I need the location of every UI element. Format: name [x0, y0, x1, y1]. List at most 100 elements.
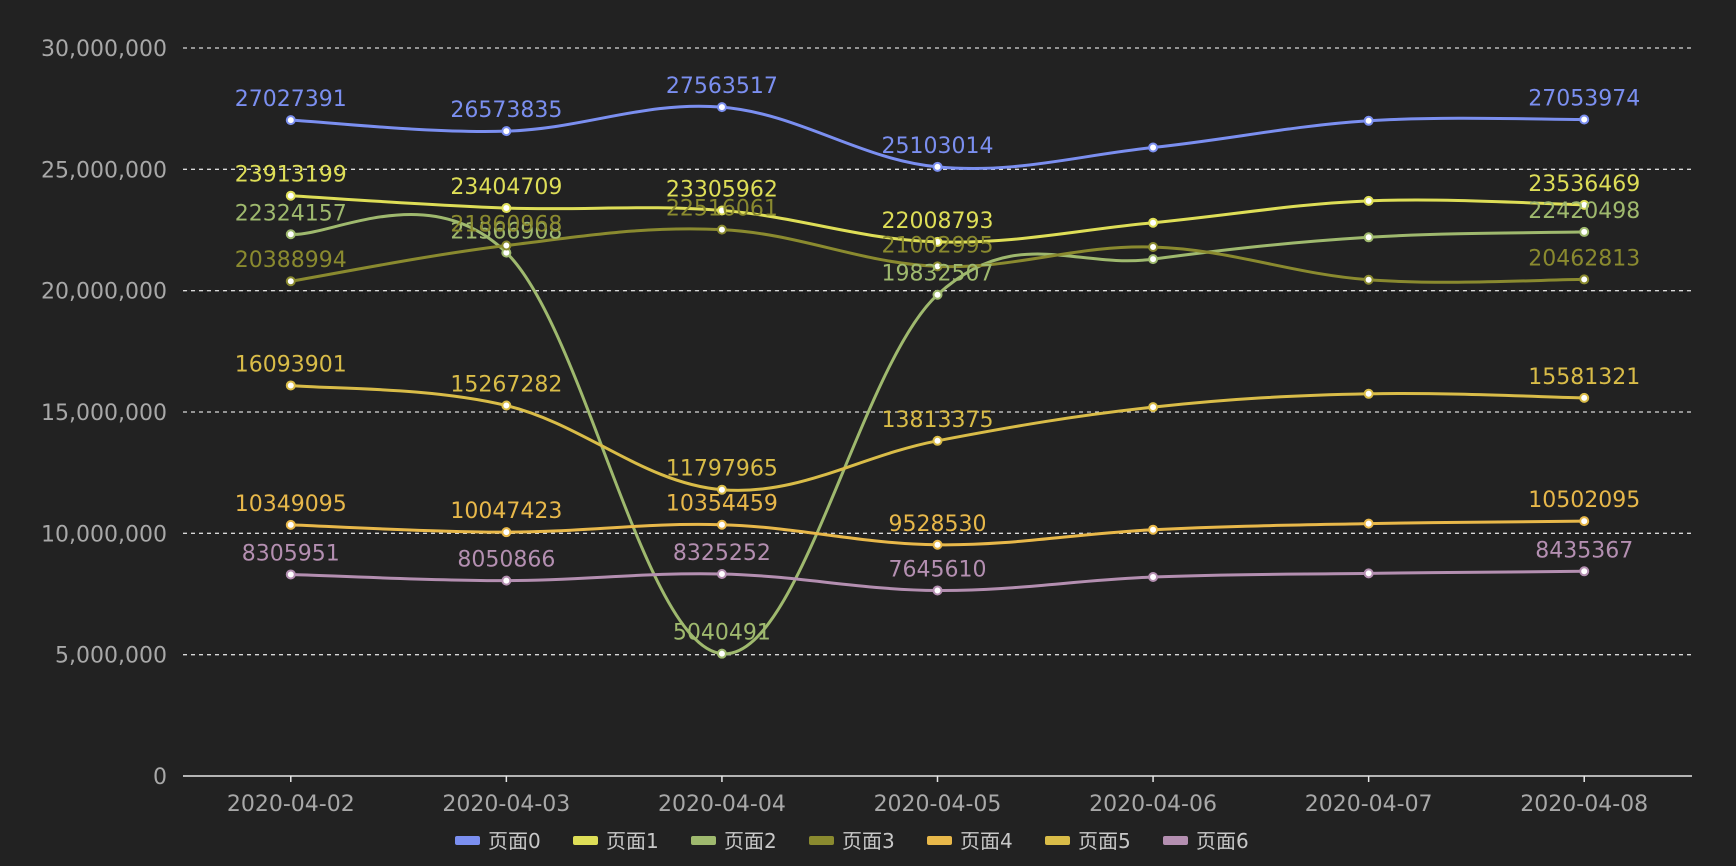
- data-label: 8435367: [1535, 538, 1633, 563]
- data-label: 10349095: [235, 492, 347, 517]
- data-label: 21860968: [450, 213, 562, 238]
- data-point: [1363, 274, 1374, 285]
- data-point: [1363, 568, 1374, 579]
- y-tick-label: 10,000,000: [41, 522, 167, 547]
- data-point: [716, 102, 727, 113]
- y-tick-label: 0: [153, 765, 167, 790]
- data-label: 15267282: [450, 373, 562, 398]
- data-point: [501, 126, 512, 137]
- data-label: 9528530: [889, 512, 987, 537]
- legend-swatch: [455, 836, 480, 845]
- data-point: [932, 585, 943, 596]
- legend-swatch: [1045, 836, 1070, 845]
- data-point: [1148, 241, 1159, 252]
- data-point: [1579, 226, 1590, 237]
- points-layer: [285, 102, 1590, 659]
- data-point: [932, 161, 943, 172]
- legend-label: 页面2: [724, 829, 777, 853]
- data-point: [285, 276, 296, 287]
- data-label: 23536469: [1528, 172, 1640, 197]
- data-point: [716, 519, 727, 530]
- data-point: [285, 190, 296, 201]
- data-label: 22420498: [1528, 199, 1640, 224]
- data-point: [716, 205, 727, 216]
- data-label: 19832507: [882, 262, 994, 287]
- data-point: [1148, 402, 1159, 413]
- x-tick-label: 2020-04-02: [227, 792, 355, 817]
- data-point: [501, 527, 512, 538]
- data-label: 23305962: [666, 177, 778, 202]
- data-label: 22324157: [235, 201, 347, 226]
- data-point: [1148, 572, 1159, 583]
- data-label: 20388994: [235, 248, 347, 273]
- data-point: [1148, 524, 1159, 535]
- data-point: [1579, 516, 1590, 527]
- data-label: 16093901: [235, 352, 347, 377]
- legend-item: 页面5: [1045, 829, 1131, 853]
- data-label: 10047423: [450, 499, 562, 524]
- data-point: [716, 568, 727, 579]
- data-point: [1579, 566, 1590, 577]
- data-label: 8325252: [673, 541, 771, 566]
- data-label: 22516061: [666, 197, 778, 222]
- data-point: [932, 236, 943, 247]
- legend-label: 页面3: [842, 829, 895, 853]
- data-point: [1148, 254, 1159, 265]
- data-point: [1579, 392, 1590, 403]
- x-tick-label: 2020-04-07: [1305, 792, 1433, 817]
- legend-label: 页面1: [606, 829, 659, 853]
- legend-item: 页面2: [691, 829, 777, 853]
- legend-label: 页面0: [488, 829, 541, 853]
- data-point: [285, 229, 296, 240]
- data-label: 10502095: [1528, 488, 1640, 513]
- data-point: [285, 115, 296, 126]
- y-tick-label: 25,000,000: [41, 158, 167, 183]
- data-point: [1579, 114, 1590, 125]
- data-point: [932, 435, 943, 446]
- legend: 页面0 页面1 页面2 页面3 页面4 页面5 页面6: [455, 829, 1249, 853]
- data-label: 27563517: [666, 74, 778, 99]
- data-label: 10354459: [666, 492, 778, 517]
- legend-item: 页面6: [1163, 829, 1249, 853]
- data-label: 5040491: [673, 621, 771, 646]
- data-labels-layer: 27027391 26573835 27563517 25103014 27053974…: [235, 74, 1640, 646]
- data-point: [932, 539, 943, 550]
- data-label: 27053974: [1528, 86, 1640, 111]
- data-point: [1363, 195, 1374, 206]
- legend-item: 页面4: [927, 829, 1013, 853]
- legend-swatch: [573, 836, 598, 845]
- data-label: 11797965: [666, 457, 778, 482]
- legend-swatch: [927, 836, 952, 845]
- data-point: [932, 289, 943, 300]
- data-point: [1579, 199, 1590, 210]
- x-tick-label: 2020-04-04: [658, 792, 786, 817]
- data-point: [716, 484, 727, 495]
- data-label: 23913199: [235, 163, 347, 188]
- legend-item: 页面3: [809, 829, 895, 853]
- data-point: [285, 519, 296, 530]
- x-tick-label: 2020-04-06: [1089, 792, 1217, 817]
- series-line-2: [290, 213, 1585, 656]
- y-tick-label: 20,000,000: [41, 280, 167, 305]
- data-label: 22008793: [882, 209, 994, 234]
- data-label: 15581321: [1528, 365, 1640, 390]
- data-label: 27027391: [235, 87, 347, 112]
- y-tick-label: 30,000,000: [41, 37, 167, 62]
- legend-label: 页面6: [1196, 829, 1249, 853]
- legend-swatch: [691, 836, 716, 845]
- legend-label: 页面5: [1078, 829, 1131, 853]
- data-point: [1363, 388, 1374, 399]
- data-point: [1363, 232, 1374, 243]
- data-point: [932, 261, 943, 272]
- data-point: [285, 569, 296, 580]
- data-label: 21002995: [882, 233, 994, 258]
- y-tick-label: 15,000,000: [41, 401, 167, 426]
- data-label: 8050866: [457, 548, 555, 573]
- data-point: [1579, 274, 1590, 285]
- data-point: [716, 648, 727, 659]
- data-point: [501, 400, 512, 411]
- data-point: [1148, 217, 1159, 228]
- data-point: [501, 203, 512, 214]
